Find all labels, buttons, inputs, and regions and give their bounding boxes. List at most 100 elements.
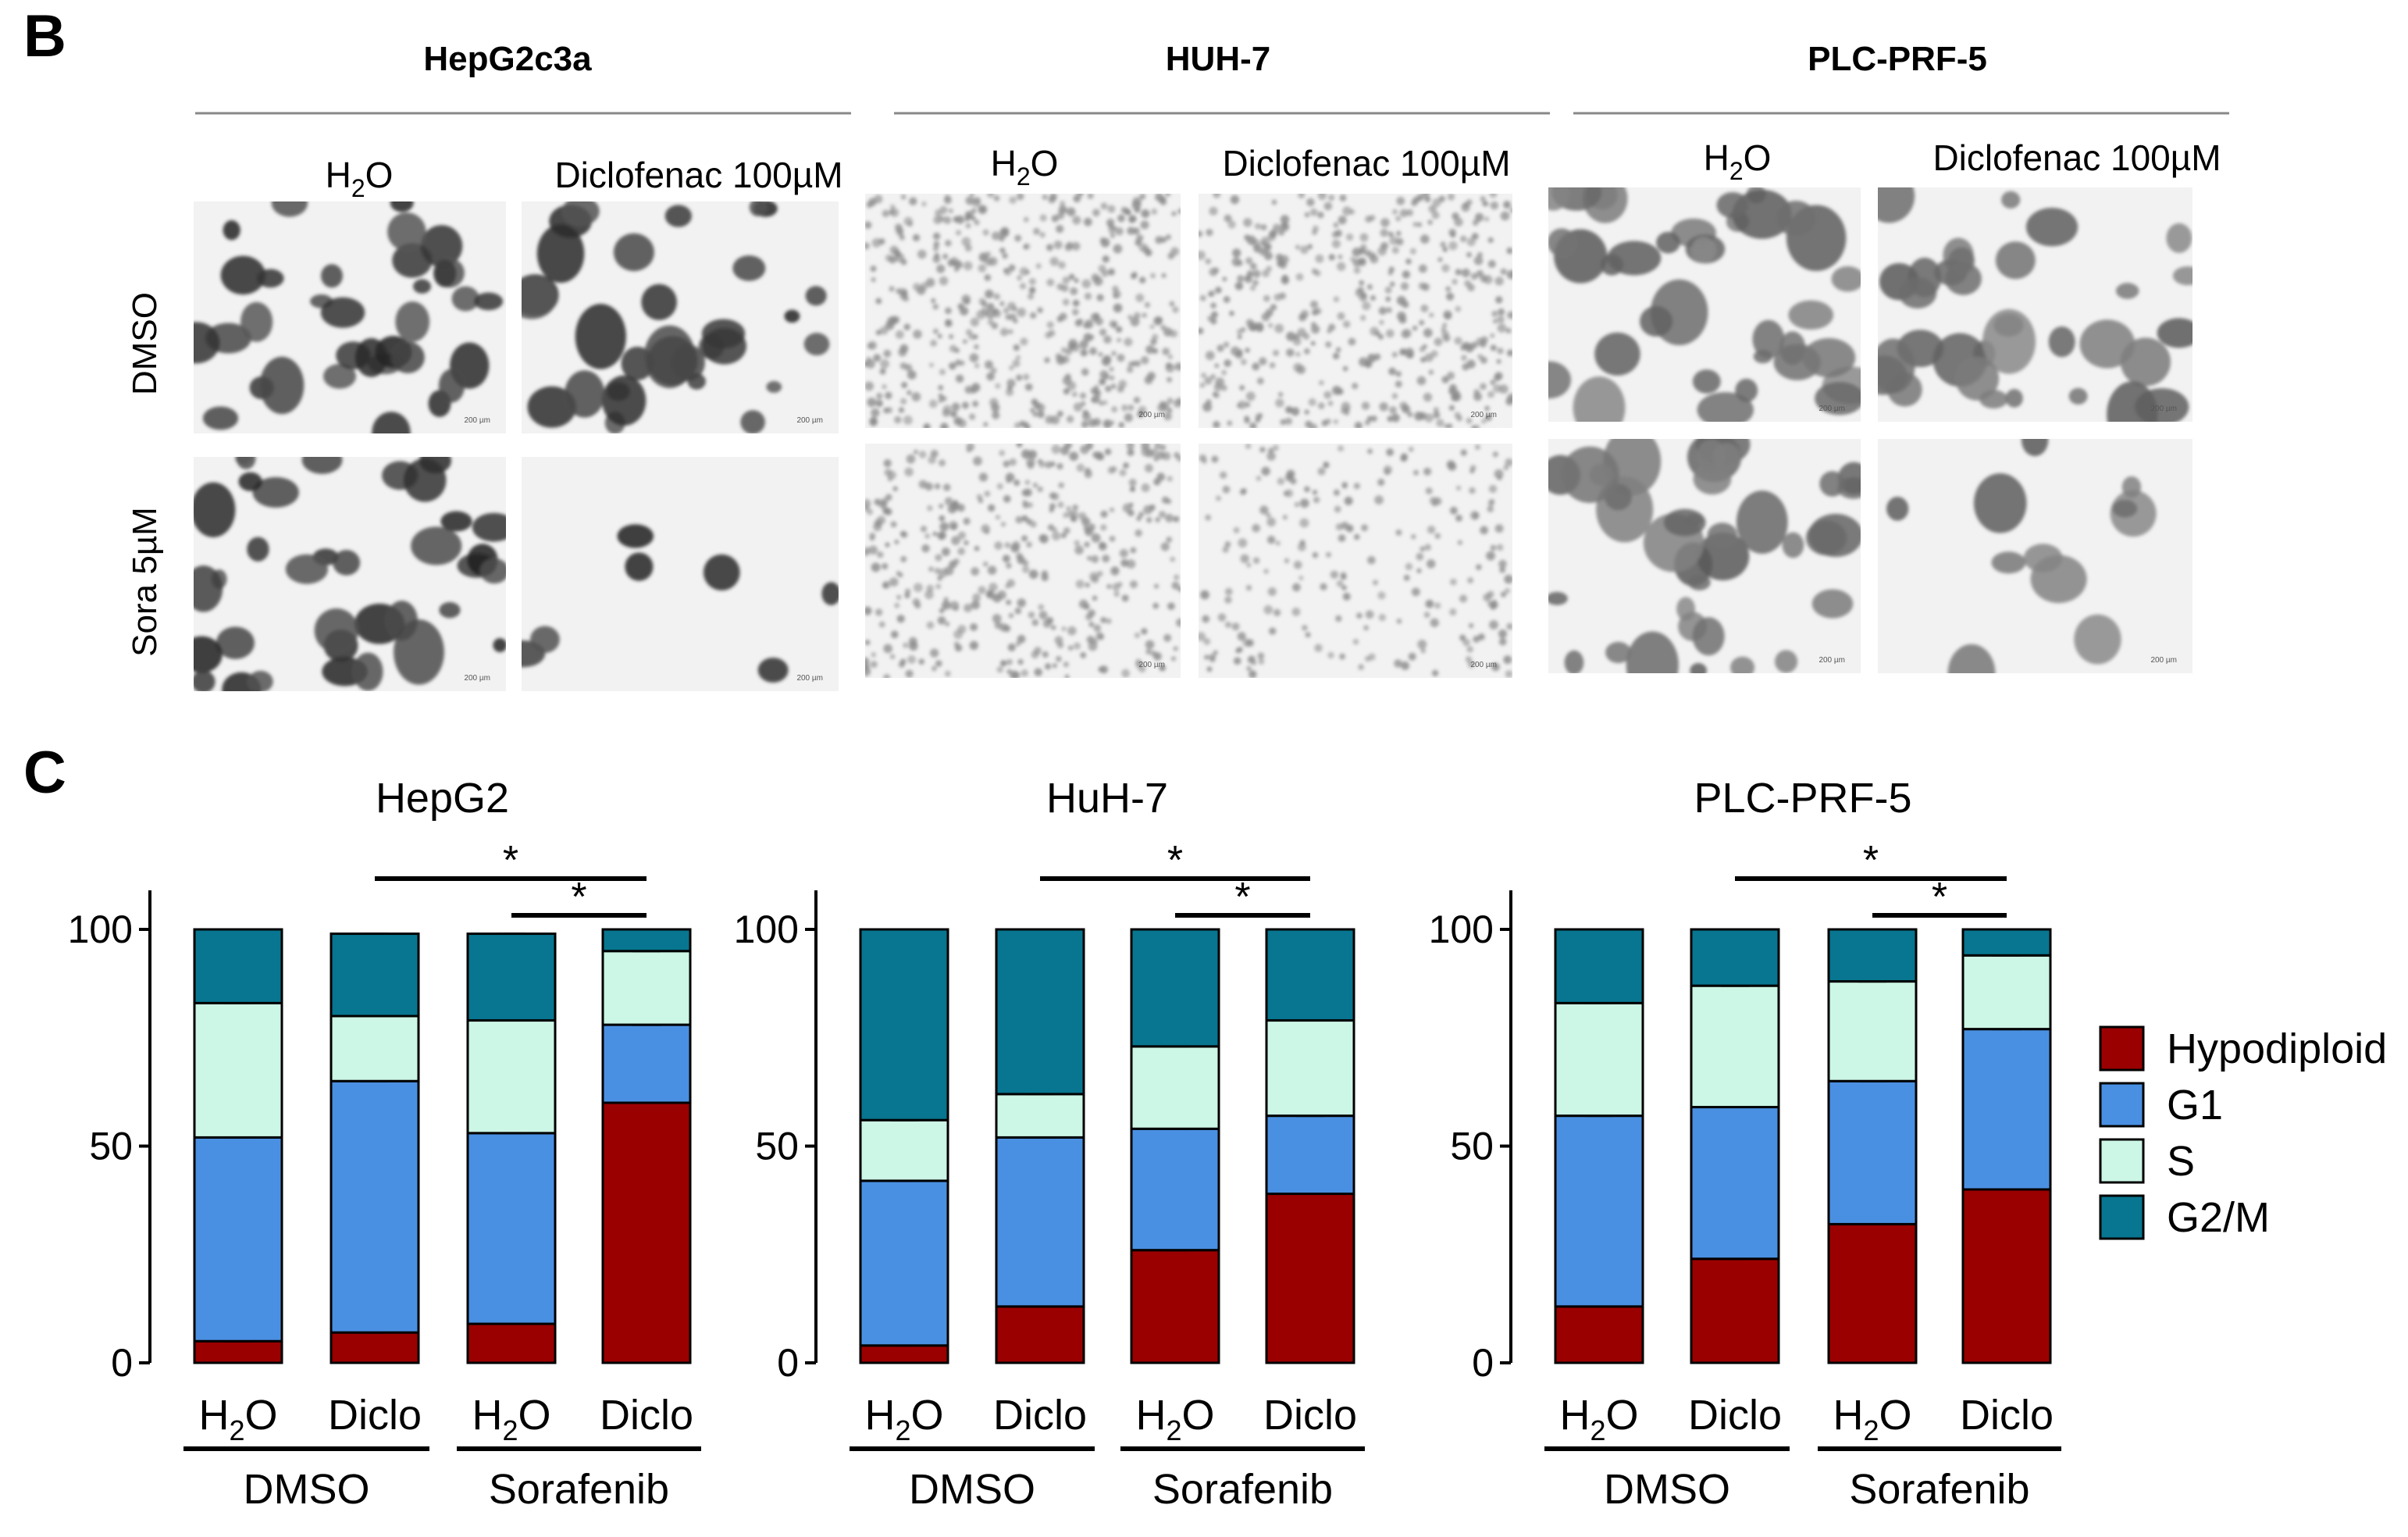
cell-line-title-huh7: HUH-7	[1166, 40, 1270, 78]
legend-swatch-s	[2099, 1138, 2145, 1184]
micrograph-huh7-dmso-h2o: 200 µm	[865, 194, 1181, 428]
scale-bar-label: 200 µm	[2150, 405, 2177, 413]
bar-segment-g1	[466, 1132, 557, 1325]
cond-diclofenac-huh7: Diclofenac 100µM	[1222, 143, 1510, 184]
bar-segment-g2m	[995, 928, 1085, 1096]
micrograph-grid: 200 µm 200 µm 200 µm 200 µm 200 µm 200 µm 200 …	[194, 187, 2192, 691]
bar-segment-g1	[1130, 1127, 1220, 1252]
row-label-dmso: DMSO	[126, 292, 164, 395]
group-label: DMSO	[244, 1466, 370, 1513]
scale-bar-label: 200 µm	[796, 674, 823, 683]
legend-label: G1	[2167, 1082, 2223, 1129]
panel-b-label: B	[23, 3, 66, 70]
scale-bar-label: 200 µm	[464, 416, 490, 425]
significance-star: *	[1234, 875, 1250, 920]
micrograph-background	[522, 457, 839, 691]
cell-line-title-plcprf5: PLC-PRF-5	[1808, 40, 1987, 78]
bar-segment-s	[1961, 954, 2052, 1031]
y-tick-label: 50	[89, 1125, 133, 1168]
bar-segment-s	[1827, 980, 1918, 1082]
x-tick-label: Diclo	[993, 1392, 1087, 1439]
scale-bar-label: 200 µm	[796, 416, 823, 425]
scale-bar-label: 200 µm	[1470, 411, 1497, 419]
x-tick-label: H2O	[472, 1392, 550, 1446]
cond-h2o-huh7: H2O	[991, 143, 1059, 191]
bar-segment-s	[1554, 1001, 1644, 1118]
scale-bar-label: 200 µm	[1470, 661, 1497, 669]
legend-label: S	[2167, 1138, 2195, 1185]
micrograph-plcprf5-sora-diclofenac: 200 µm	[1878, 439, 2192, 673]
y-tick-label: 100	[68, 908, 133, 951]
bar-segment-g1	[1690, 1106, 1780, 1261]
scale-bar-label: 200 µm	[2150, 656, 2177, 665]
significance-star: *	[571, 875, 586, 920]
bar-segment-g1	[193, 1136, 283, 1343]
x-tick-label: Diclo	[600, 1392, 693, 1439]
chart-title: HuH-7	[1046, 775, 1168, 822]
bar-segment-s	[466, 1019, 557, 1135]
bar-segment-g1	[329, 1079, 420, 1334]
scale-bar-label: 200 µm	[1138, 661, 1165, 669]
bar-segment-hypodiploid	[1827, 1222, 1918, 1364]
bar-segment-hypodiploid	[466, 1322, 557, 1364]
bar-segment-g2m	[1265, 928, 1355, 1022]
y-tick-label: 0	[777, 1341, 799, 1385]
y-tick-label: 0	[1472, 1341, 1494, 1385]
bar-segment-g2m	[1827, 928, 1918, 983]
legend-swatch-g1	[2099, 1082, 2145, 1128]
bar-segment-hypodiploid	[193, 1339, 283, 1364]
x-tick-label: H2O	[864, 1392, 943, 1446]
bar-segment-g2m	[1130, 928, 1220, 1048]
scale-bar-label: 200 µm	[1818, 656, 1845, 665]
y-tick-label: 50	[755, 1125, 799, 1168]
bar-segment-g2m	[466, 933, 557, 1022]
micrograph-plcprf5-dmso-diclofenac: 200 µm	[1878, 187, 2192, 422]
bar-segment-g2m	[1690, 928, 1780, 987]
significance-star: *	[1863, 838, 1879, 883]
bar-segment-s	[995, 1093, 1085, 1139]
micrograph-plcprf5-sora-h2o: 200 µm	[1548, 439, 1861, 673]
chart-area: HepG2 0 50 100 H2O Diclo H2O Diclo DMSO Sorafenib…	[68, 775, 2061, 1513]
cond-h2o-hepg2c3a: H2O	[326, 155, 394, 202]
legend-swatch-hypodiploid	[2099, 1025, 2145, 1072]
significance-star: *	[1167, 838, 1183, 883]
bar-segment-hypodiploid	[859, 1344, 949, 1364]
y-tick-label: 100	[1429, 908, 1494, 951]
bar-segment-s	[329, 1015, 420, 1082]
bar-segment-s	[859, 1118, 949, 1182]
chart-plcprf5: PLC-PRF-5 0 50 100 H2O Diclo H2O Diclo DMSO Soraf…	[1429, 775, 2061, 1513]
group-label: Sorafenib	[1152, 1466, 1333, 1513]
legend-label: Hypodiploid	[2167, 1025, 2387, 1072]
group-label: DMSO	[909, 1466, 1035, 1513]
chart-title: HepG2	[376, 775, 509, 822]
micrograph-hepg2c3a-dmso-diclofenac: 200 µm	[522, 201, 839, 433]
cond-diclofenac-plcprf5: Diclofenac 100µM	[1932, 137, 2221, 178]
group-label: Sorafenib	[1849, 1466, 2029, 1513]
bar-segment-g1	[1827, 1079, 1918, 1225]
chart-hepg2: HepG2 0 50 100 H2O Diclo H2O Diclo DMSO Sorafenib…	[68, 775, 701, 1513]
bar-segment-g1	[1554, 1114, 1644, 1308]
micrograph-hepg2c3a-sora-diclofenac: 200 µm	[522, 457, 839, 691]
bar-segment-g2m	[1554, 928, 1644, 1004]
bar-segment-hypodiploid	[1265, 1193, 1355, 1364]
bar-segment-g2m	[601, 928, 692, 953]
x-tick-label: H2O	[1559, 1392, 1638, 1446]
bar-segment-s	[601, 950, 692, 1026]
bar-segment-hypodiploid	[601, 1101, 692, 1364]
x-tick-label: H2O	[1833, 1392, 1911, 1446]
bar-segment-s	[193, 1001, 283, 1139]
bar-segment-g2m	[329, 933, 420, 1018]
bar-segment-g2m	[859, 928, 949, 1122]
panel-c-label: C	[23, 740, 66, 806]
x-tick-label: Diclo	[1263, 1392, 1357, 1439]
group-label: DMSO	[1604, 1466, 1730, 1513]
bar-segment-hypodiploid	[1130, 1249, 1220, 1364]
micrograph-hepg2c3a-sora-h2o: 200 µm	[194, 457, 506, 691]
legend: Hypodiploid G1 S G2/M	[2099, 1025, 2387, 1241]
bar-segment-g2m	[1961, 928, 2052, 957]
chart-title: PLC-PRF-5	[1694, 775, 1911, 822]
legend-swatch-g2m	[2099, 1194, 2145, 1240]
micrograph-background	[1199, 194, 1512, 428]
bar-segment-g2m	[193, 928, 283, 1004]
cell-line-title-hepg2c3a: HepG2c3a	[423, 40, 592, 78]
